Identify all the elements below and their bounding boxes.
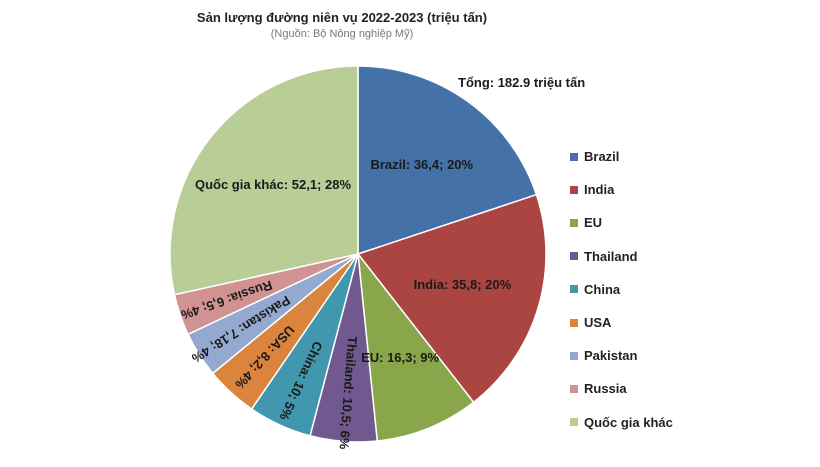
legend-swatch xyxy=(570,252,578,261)
legend-swatch xyxy=(570,185,578,194)
slice-label-brazil: Brazil: 36,4; 20% xyxy=(370,157,473,172)
legend-swatch xyxy=(570,418,578,427)
total-annotation: Tổng: 182.9 triệu tấn xyxy=(458,75,585,90)
slice-label-india: India: 35,8; 20% xyxy=(414,277,512,292)
legend-label: Brazil xyxy=(584,149,620,165)
legend-item-russia: Russia xyxy=(570,372,673,405)
legend-label: USA xyxy=(584,315,612,331)
chart-legend: Brazil India EU Thailand China USA Pakistan Rus… xyxy=(570,140,673,439)
legend-label: Pakistan xyxy=(584,348,638,364)
legend-item-eu: EU xyxy=(570,206,673,239)
legend-item-quoc-gia-khac: Quốc gia khác xyxy=(570,406,673,439)
legend-item-brazil: Brazil xyxy=(570,140,673,173)
legend-item-thailand: Thailand xyxy=(570,240,673,273)
chart-subtitle: (Nguồn: Bộ Nông nghiệp Mỹ) xyxy=(270,28,414,40)
legend-swatch xyxy=(570,285,578,294)
pie-slice-eu xyxy=(356,251,475,442)
chart-title: Sản lượng đường niên vụ 2022-2023 (triệu… xyxy=(196,10,488,25)
legend-label: China xyxy=(584,281,621,297)
pie-slice-india xyxy=(356,193,547,404)
legend-swatch xyxy=(570,384,578,393)
legend-item-india: India xyxy=(570,173,673,206)
legend-swatch xyxy=(570,218,578,227)
pie-slice-quoc-gia-khac xyxy=(169,65,359,296)
legend-item-pakistan: Pakistan xyxy=(570,339,673,372)
slice-label-eu: EU: 16,3; 9% xyxy=(361,350,439,365)
legend-swatch xyxy=(570,351,578,360)
legend-swatch xyxy=(570,152,578,161)
legend-label: India xyxy=(584,182,615,198)
pie-slice-brazil xyxy=(357,65,538,256)
legend-swatch xyxy=(570,318,578,327)
legend-item-china: China xyxy=(570,273,673,306)
legend-label: EU xyxy=(584,215,603,231)
legend-label: Quốc gia khác xyxy=(584,414,673,430)
legend-item-usa: USA xyxy=(570,306,673,339)
legend-label: Thailand xyxy=(584,248,638,264)
slice-label-quoc-gia-khac: Quốc gia khác: 52,1; 28% xyxy=(195,177,352,192)
legend-label: Russia xyxy=(584,381,627,397)
